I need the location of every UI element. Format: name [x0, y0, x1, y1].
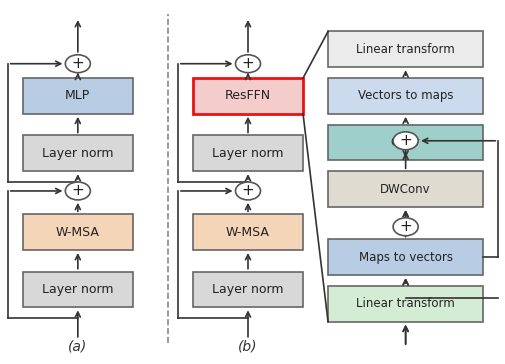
Text: (b): (b) — [238, 340, 257, 354]
FancyBboxPatch shape — [23, 135, 133, 171]
Text: Layer norm: Layer norm — [42, 283, 113, 296]
FancyBboxPatch shape — [327, 31, 482, 67]
Text: MLP: MLP — [65, 90, 90, 103]
Text: +: + — [71, 56, 84, 71]
FancyBboxPatch shape — [327, 171, 482, 207]
Text: +: + — [398, 219, 411, 234]
Text: DWConv: DWConv — [380, 183, 430, 196]
FancyBboxPatch shape — [23, 78, 133, 114]
Text: Linear transform: Linear transform — [356, 43, 454, 56]
FancyBboxPatch shape — [327, 78, 482, 114]
Text: (a): (a) — [68, 340, 87, 354]
Circle shape — [235, 182, 260, 200]
FancyBboxPatch shape — [327, 124, 482, 161]
Circle shape — [392, 218, 417, 236]
Circle shape — [65, 182, 90, 200]
Text: +: + — [398, 133, 411, 148]
Text: +: + — [241, 183, 254, 198]
Text: Layer norm: Layer norm — [42, 147, 113, 160]
Text: +: + — [71, 183, 84, 198]
FancyBboxPatch shape — [23, 214, 133, 250]
Text: Vectors to maps: Vectors to maps — [357, 90, 452, 103]
Text: +: + — [241, 56, 254, 71]
FancyBboxPatch shape — [327, 286, 482, 322]
FancyBboxPatch shape — [192, 214, 302, 250]
Text: Linear transform: Linear transform — [356, 297, 454, 310]
Text: ResFFN: ResFFN — [225, 90, 271, 103]
Circle shape — [392, 132, 417, 150]
Text: Layer norm: Layer norm — [212, 147, 283, 160]
Text: Conv: Conv — [390, 136, 420, 149]
Text: W-MSA: W-MSA — [56, 226, 99, 239]
Text: Maps to vectors: Maps to vectors — [358, 251, 452, 264]
FancyBboxPatch shape — [192, 78, 302, 114]
Circle shape — [235, 55, 260, 73]
FancyBboxPatch shape — [23, 272, 133, 308]
FancyBboxPatch shape — [192, 135, 302, 171]
Text: Layer norm: Layer norm — [212, 283, 283, 296]
FancyBboxPatch shape — [327, 240, 482, 275]
Circle shape — [65, 55, 90, 73]
FancyBboxPatch shape — [192, 272, 302, 308]
Text: W-MSA: W-MSA — [226, 226, 269, 239]
